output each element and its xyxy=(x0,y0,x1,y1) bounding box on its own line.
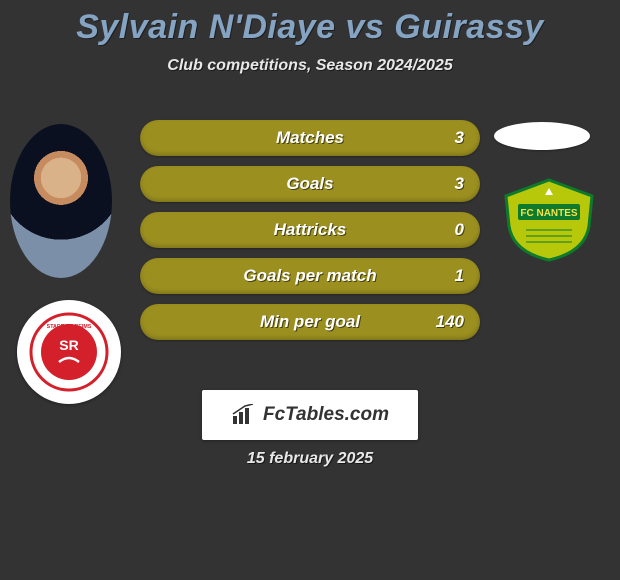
stat-value: 1 xyxy=(455,258,464,294)
season-subtitle: Club competitions, Season 2024/2025 xyxy=(0,57,620,75)
stat-value: 3 xyxy=(455,166,464,202)
stat-label: Min per goal xyxy=(140,304,480,340)
reims-crest-icon: SR STADE DE REIMS xyxy=(29,312,109,392)
club-badge-right: FC NANTES xyxy=(498,176,600,264)
player-photo-right-placeholder xyxy=(494,122,590,150)
stats-bars: Matches 3 Goals 3 Hattricks 0 Goals per … xyxy=(140,120,480,350)
stat-row-min-per-goal: Min per goal 140 xyxy=(140,304,480,340)
svg-text:FC NANTES: FC NANTES xyxy=(520,208,578,219)
stat-row-goals: Goals 3 xyxy=(140,166,480,202)
stat-value: 140 xyxy=(436,304,464,340)
stat-label: Goals per match xyxy=(140,258,480,294)
stat-label: Matches xyxy=(140,120,480,156)
stat-row-matches: Matches 3 xyxy=(140,120,480,156)
attribution-box: FcTables.com xyxy=(202,390,418,440)
stat-label: Hattricks xyxy=(140,212,480,248)
comparison-date: 15 february 2025 xyxy=(0,450,620,468)
stat-value: 3 xyxy=(455,120,464,156)
comparison-card: { "title": "Sylvain N'Diaye vs Guirassy"… xyxy=(0,0,620,580)
player-photo-left xyxy=(10,124,112,278)
nantes-crest-icon: FC NANTES xyxy=(498,176,600,264)
stat-label: Goals xyxy=(140,166,480,202)
stat-value: 0 xyxy=(455,212,464,248)
stat-row-hattricks: Hattricks 0 xyxy=(140,212,480,248)
page-title: Sylvain N'Diaye vs Guirassy xyxy=(0,0,620,47)
chart-icon xyxy=(231,404,257,426)
svg-text:STADE DE REIMS: STADE DE REIMS xyxy=(47,324,92,330)
attribution-label: FcTables.com xyxy=(263,404,389,426)
stat-row-goals-per-match: Goals per match 1 xyxy=(140,258,480,294)
club-badge-left: SR STADE DE REIMS xyxy=(17,300,121,404)
svg-text:SR: SR xyxy=(59,337,78,353)
